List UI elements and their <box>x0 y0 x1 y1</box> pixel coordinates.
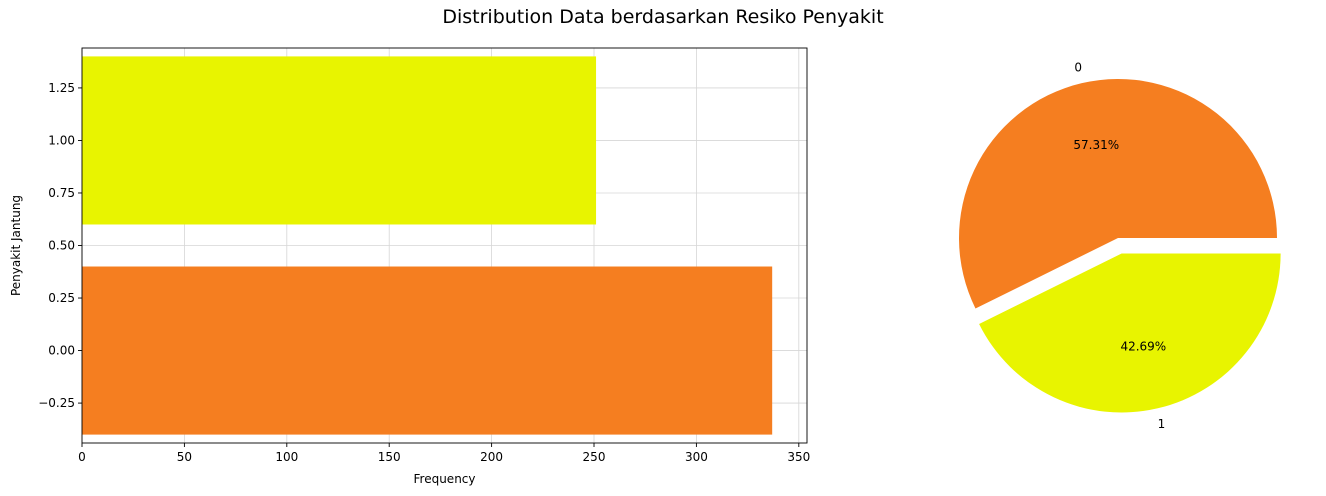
x-tick-label: 250 <box>583 450 606 464</box>
y-tick-label: 0.50 <box>48 239 75 253</box>
pie-percent-1: 42.69% <box>1120 339 1166 353</box>
y-axis-label: Penyakit Jantung <box>9 195 23 296</box>
x-tick-label: 300 <box>685 450 708 464</box>
y-ticks: −0.25 0.00 0.25 0.50 0.75 1.00 1.25 <box>38 81 82 410</box>
x-tick-label: 0 <box>78 450 86 464</box>
y-tick-label: 0.00 <box>48 344 75 358</box>
pie-slice-0 <box>959 79 1277 309</box>
x-axis-label: Frequency <box>414 472 476 486</box>
y-tick-label: 0.25 <box>48 291 75 305</box>
pie-percent-0: 57.31% <box>1073 138 1119 152</box>
bar-1 <box>82 56 597 225</box>
pie-label-1: 1 <box>1158 417 1166 431</box>
y-tick-label: 1.00 <box>48 133 75 147</box>
x-tick-label: 350 <box>787 450 810 464</box>
pie-label-0: 0 <box>1074 61 1082 75</box>
pie-slice-1 <box>979 253 1281 413</box>
figure-title: Distribution Data berdasarkan Resiko Pen… <box>442 6 884 28</box>
x-tick-label: 50 <box>177 450 192 464</box>
bar-series <box>82 56 773 435</box>
y-tick-label: −0.25 <box>38 396 75 410</box>
x-tick-label: 200 <box>480 450 503 464</box>
bar-0 <box>82 266 773 435</box>
pie-chart: 0 57.31% 1 42.69% <box>959 61 1281 431</box>
y-tick-label: 0.75 <box>48 186 75 200</box>
x-tick-label: 100 <box>275 450 298 464</box>
x-tick-label: 150 <box>378 450 401 464</box>
y-tick-label: 1.25 <box>48 81 75 95</box>
x-ticks: 0 50 100 150 200 250 300 350 <box>78 443 810 464</box>
